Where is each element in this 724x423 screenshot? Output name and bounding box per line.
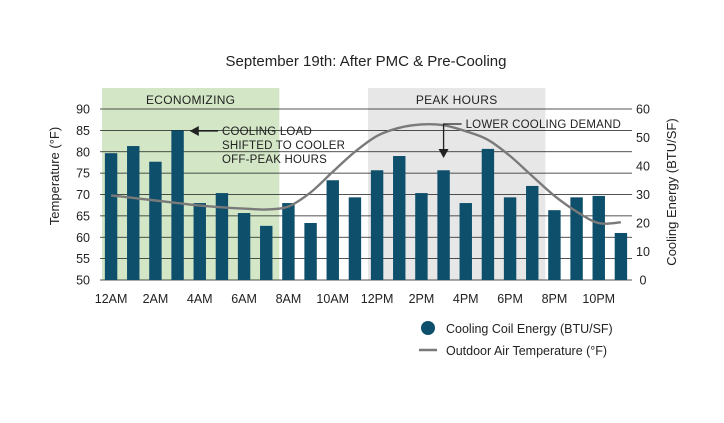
annotations: COOLING LOAD SHIFTED TO COOLER OFF-PEAK HO… (189, 119, 621, 166)
y-left-tick-label: 80 (76, 145, 90, 159)
y-right-tick-label: 40 (636, 160, 650, 174)
x-tick-label: 2AM (143, 292, 169, 306)
bar-6am (237, 213, 251, 280)
y-left-tick-label: 85 (76, 124, 90, 138)
y-left-tick-label: 55 (76, 252, 90, 266)
highlight-bands: ECONOMIZING PEAK HOURS (102, 88, 546, 280)
right-y-axis: 0 10 20 30 40 50 60 (636, 103, 650, 288)
bar-7pm (526, 185, 539, 280)
y-right-tick-label: 20 (636, 217, 650, 231)
bar-5am (215, 193, 229, 280)
bar-7am (260, 225, 273, 280)
bar-3pm (437, 170, 450, 280)
bar-3am (171, 130, 184, 280)
legend: Cooling Coil Energy (BTU/SF) Outdoor Air… (419, 321, 613, 358)
annotation-text: OFF-PEAK HOURS (222, 154, 327, 166)
energy-bars (104, 130, 628, 280)
bar-2pm (415, 193, 428, 280)
bar-9am (304, 223, 317, 280)
annotation-text: SHIFTED TO COOLER (222, 140, 345, 152)
legend-line-label: Outdoor Air Temperature (°F) (446, 344, 607, 358)
y-left-tick-label: 90 (76, 103, 90, 117)
band-label: ECONOMIZING (146, 93, 235, 107)
bar-1pm (393, 156, 406, 280)
bar-11pm (614, 232, 628, 280)
annotation-arrow-head (189, 126, 199, 136)
band-label: PEAK HOURS (416, 93, 498, 107)
bar-8am (282, 203, 295, 280)
left-y-axis: 50 55 60 65 70 75 80 85 90 (76, 103, 90, 288)
bar-10pm (592, 195, 605, 280)
y-axis-left-title: Temperature (°F) (47, 127, 62, 225)
x-axis: 12AM 2AM 4AM 6AM 8AM 10AM 12PM 2PM 4PM 6PM 8PM 10PM (95, 292, 615, 306)
temperature-line-group (110, 122, 621, 225)
bar-11am (348, 197, 362, 280)
y-right-tick-label: 50 (636, 131, 650, 145)
chart-title: September 19th: After PMC & Pre-Cooling (226, 53, 507, 70)
bar-4pm (459, 203, 472, 280)
y-left-tick-label: 70 (76, 188, 90, 202)
x-tick-label: 12AM (95, 292, 128, 306)
x-tick-label: 12PM (361, 292, 394, 306)
x-tick-label: 4PM (453, 292, 479, 306)
x-tick-label: 2PM (409, 292, 435, 306)
bar-5pm (481, 148, 495, 280)
bar-9pm (570, 197, 583, 280)
bar-10am (326, 180, 339, 280)
x-tick-label: 4AM (187, 292, 213, 306)
annotation-arrow-head (438, 149, 449, 158)
y-left-tick-label: 75 (76, 167, 90, 181)
annotation-text: COOLING LOAD (222, 126, 312, 138)
annotation-arrow-shaft (442, 123, 462, 150)
bar-4am (193, 203, 206, 280)
y-left-tick-label: 50 (76, 274, 90, 288)
y-right-tick-label: 60 (636, 103, 650, 117)
bar-8pm (548, 210, 561, 280)
gridlines (100, 108, 632, 281)
y-left-tick-label: 60 (76, 231, 90, 245)
bar-12am (104, 153, 118, 280)
legend-bar-label: Cooling Coil Energy (BTU/SF) (446, 322, 613, 336)
y-left-tick-label: 65 (76, 209, 90, 223)
x-tick-label: 6PM (497, 292, 523, 306)
x-tick-label: 8PM (542, 292, 568, 306)
annotation-text: LOWER COOLING DEMAND (466, 119, 621, 131)
y-axis-right-title: Cooling Energy (BTU/SF) (664, 118, 679, 265)
bar-1am (127, 146, 140, 280)
y-right-tick-label: 10 (636, 245, 650, 259)
bar-12pm (370, 170, 384, 280)
temperature-line (110, 122, 621, 225)
legend-bar-marker (421, 321, 435, 335)
bar-2am (149, 161, 162, 280)
y-right-tick-label: 30 (636, 188, 650, 202)
x-tick-label: 10AM (316, 292, 349, 306)
bar-6pm (503, 197, 517, 280)
x-tick-label: 10PM (582, 292, 615, 306)
y-right-tick-label: 0 (640, 274, 647, 288)
x-tick-label: 6AM (231, 292, 257, 306)
x-tick-label: 8AM (276, 292, 302, 306)
